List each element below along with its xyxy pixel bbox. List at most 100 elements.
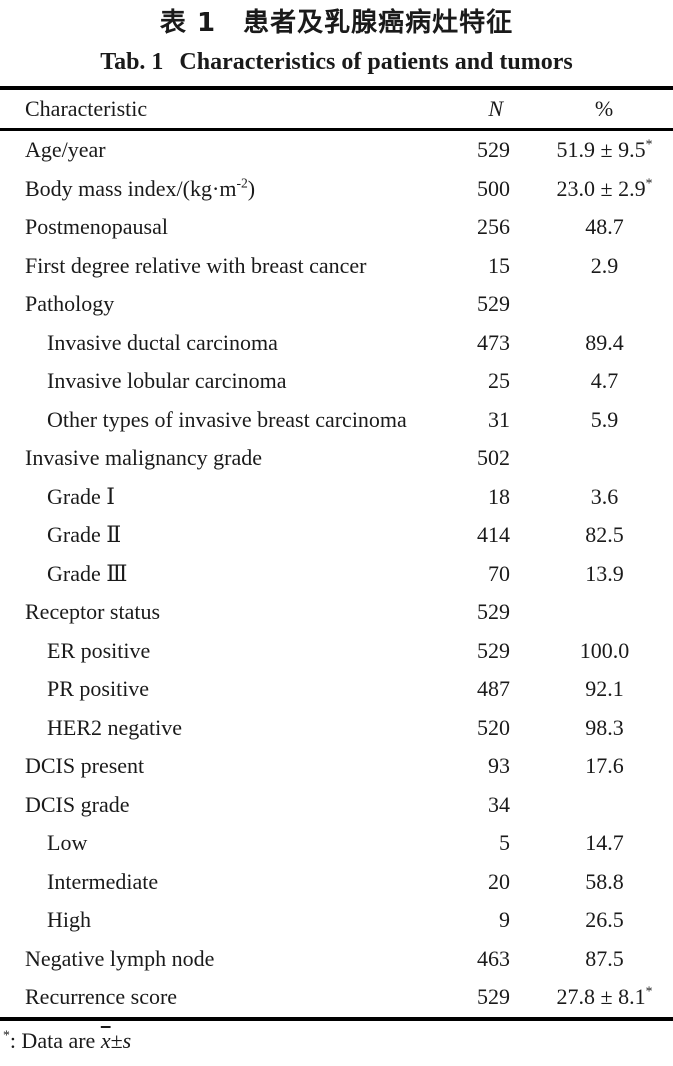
- percent-value: 13.9: [585, 560, 624, 586]
- characteristic-cell: Invasive malignancy grade: [0, 439, 430, 478]
- table-row: Intermediate 20 58.8: [0, 863, 673, 902]
- n-value: 520: [477, 714, 510, 740]
- n-cell: 34: [430, 786, 510, 825]
- characteristic-cell: ER positive: [0, 632, 430, 671]
- percent-value: 58.8: [585, 868, 624, 894]
- n-cell: 5: [430, 824, 510, 863]
- characteristic-label: Invasive ductal carcinoma: [47, 329, 278, 355]
- n-value: 25: [488, 368, 510, 394]
- table-row: Grade Ⅱ 414 82.5: [0, 516, 673, 555]
- header-characteristic: Characteristic: [0, 88, 430, 131]
- n-value: 18: [488, 483, 510, 509]
- percent-cell: 3.6: [510, 478, 673, 517]
- table-row: Invasive lobular carcinoma 25 4.7: [0, 362, 673, 401]
- table-row: Receptor status 529: [0, 593, 673, 632]
- percent-value: 48.7: [585, 214, 624, 240]
- characteristic-label: Postmenopausal: [25, 214, 168, 240]
- n-value: 414: [477, 522, 510, 548]
- table-row: First degree relative with breast cancer…: [0, 247, 673, 286]
- n-value: 529: [477, 599, 510, 625]
- n-value: 502: [477, 445, 510, 471]
- percent-cell: 2.9: [510, 247, 673, 286]
- characteristic-cell: Grade Ⅲ: [0, 555, 430, 594]
- characteristic-cell: Grade Ⅰ: [0, 478, 430, 517]
- n-cell: 256: [430, 208, 510, 247]
- table-row: Invasive malignancy grade 502: [0, 439, 673, 478]
- n-cell: 31: [430, 401, 510, 440]
- n-value: 9: [499, 907, 510, 933]
- percent-cell: 58.8: [510, 863, 673, 902]
- characteristic-cell: Low: [0, 824, 430, 863]
- characteristic-label: HER2 negative: [47, 714, 183, 740]
- characteristic-label: Age/year: [25, 137, 106, 163]
- percent-value: 14.7: [585, 830, 624, 856]
- n-value: 529: [477, 984, 510, 1010]
- percent-cell: 5.9: [510, 401, 673, 440]
- table-row: ER positive 529 100.0: [0, 632, 673, 671]
- table-row: DCIS grade 34: [0, 786, 673, 825]
- n-cell: 487: [430, 670, 510, 709]
- characteristic-label: Recurrence score: [25, 984, 178, 1010]
- n-cell: 520: [430, 709, 510, 748]
- characteristic-label: DCIS grade: [25, 791, 130, 817]
- characteristic-cell: Body mass index/(kg·m-2): [0, 170, 430, 209]
- characteristic-label: Receptor status: [25, 599, 161, 625]
- characteristic-label: Body mass index/(kg·m: [25, 175, 237, 201]
- percent-cell: 14.7: [510, 824, 673, 863]
- n-cell: 93: [430, 747, 510, 786]
- percent-cell: 4.7: [510, 362, 673, 401]
- characteristic-label: Other types of invasive breast carcinoma: [47, 406, 407, 432]
- table-row: PR positive 487 92.1: [0, 670, 673, 709]
- percent-cell: 17.6: [510, 747, 673, 786]
- characteristic-label: High: [47, 907, 91, 933]
- n-cell: 463: [430, 940, 510, 979]
- table-row: Grade Ⅰ 18 3.6: [0, 478, 673, 517]
- percent-cell: 92.1: [510, 670, 673, 709]
- percent-cell: [510, 285, 673, 324]
- n-value: 500: [477, 175, 510, 201]
- percent-value: 23.0 ± 2.9: [556, 175, 646, 201]
- characteristic-cell: DCIS grade: [0, 786, 430, 825]
- table-row: DCIS present 93 17.6: [0, 747, 673, 786]
- table-row: Negative lymph node 463 87.5: [0, 940, 673, 979]
- percent-value: 2.9: [590, 252, 619, 278]
- characteristic-cell: Invasive ductal carcinoma: [0, 324, 430, 363]
- footnote-s-symbol: s: [122, 1027, 132, 1053]
- percent-cell: 87.5: [510, 940, 673, 979]
- header-percent: %: [510, 88, 673, 131]
- characteristic-cell: High: [0, 901, 430, 940]
- table-row: Other types of invasive breast carcinoma…: [0, 401, 673, 440]
- n-value: 5: [499, 830, 510, 856]
- table-row: Pathology 529: [0, 285, 673, 324]
- characteristic-label: Grade Ⅰ: [47, 483, 115, 509]
- percent-cell: [510, 593, 673, 632]
- characteristic-superscript: -2: [236, 175, 248, 191]
- n-cell: 15: [430, 247, 510, 286]
- percent-cell: 89.4: [510, 324, 673, 363]
- n-value: 487: [477, 676, 510, 702]
- n-value: 20: [488, 868, 510, 894]
- characteristic-cell: Other types of invasive breast carcinoma: [0, 401, 430, 440]
- percent-cell: [510, 786, 673, 825]
- characteristic-cell: Invasive lobular carcinoma: [0, 362, 430, 401]
- characteristic-cell: DCIS present: [0, 747, 430, 786]
- characteristic-label-end: ): [247, 175, 256, 201]
- n-cell: 502: [430, 439, 510, 478]
- n-cell: 414: [430, 516, 510, 555]
- percent-cell: 23.0 ± 2.9*: [510, 170, 673, 209]
- characteristic-label: Grade Ⅱ: [47, 522, 122, 548]
- n-cell: 529: [430, 978, 510, 1019]
- table-row: Age/year 529 51.9 ± 9.5*: [0, 130, 673, 170]
- percent-cell: 98.3: [510, 709, 673, 748]
- n-value: 529: [477, 637, 510, 663]
- percent-cell: 51.9 ± 9.5*: [510, 130, 673, 170]
- table-row: Body mass index/(kg·m-2) 500 23.0 ± 2.9*: [0, 170, 673, 209]
- percent-value: 26.5: [585, 907, 624, 933]
- percent-value: 98.3: [585, 714, 624, 740]
- characteristic-cell: Postmenopausal: [0, 208, 430, 247]
- paper-table-figure: 表 1 患者及乳腺癌病灶特征 Tab. 1 Characteristics of …: [0, 7, 673, 1054]
- n-cell: 529: [430, 130, 510, 170]
- characteristic-cell: HER2 negative: [0, 709, 430, 748]
- n-value: 256: [477, 214, 510, 240]
- characteristic-label: Invasive malignancy grade: [25, 445, 263, 471]
